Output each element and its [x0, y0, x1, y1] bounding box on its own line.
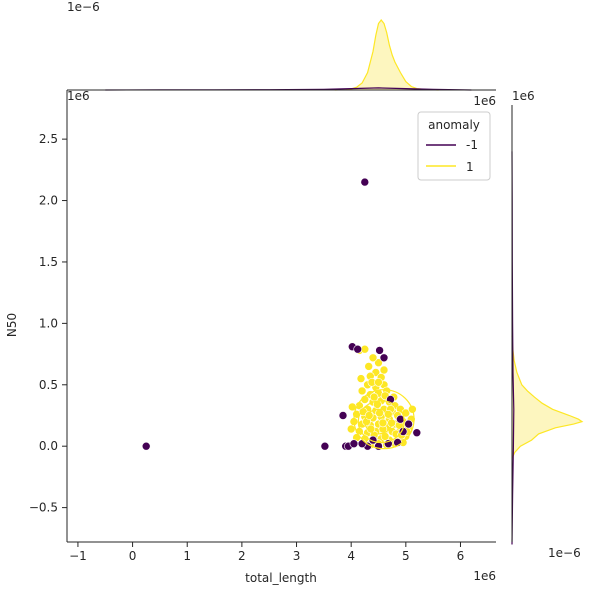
x-tick-label: 1 [183, 549, 191, 563]
scatter-point-anomaly [353, 344, 363, 354]
joint-axes: −1 0 1 2 3 4 5 6 −0.5 0.0 0.5 1.0 1.5 2.0 2.5 total_l… [5, 89, 496, 585]
scatter-point-normal [369, 392, 379, 402]
scatter-point-anomaly [349, 439, 359, 449]
scatter-point-anomaly [412, 428, 422, 438]
y-axis-label: N50 [5, 313, 19, 337]
scatter-point-anomaly [320, 441, 330, 451]
scatter-point-normal [364, 362, 374, 371]
top-marginal-offset-label: 1e−6 [67, 0, 100, 14]
kde-contour [357, 400, 405, 444]
top-marginal-fill [334, 20, 439, 90]
legend-box [417, 111, 491, 181]
x-tick-label: 6 [457, 549, 465, 563]
scatter-point-normal [378, 418, 388, 428]
legend-title: anomaly [428, 118, 480, 132]
y-tick-label: 1.0 [39, 316, 58, 330]
y-axis-offset-label: 1e6 [67, 89, 90, 103]
scatter-point-normal [374, 377, 383, 387]
legend-label-neg1: -1 [466, 138, 478, 152]
kde-contours [353, 389, 415, 450]
scatter-point-normal [374, 358, 383, 368]
top-right-offset-label: 1e6 [473, 94, 496, 108]
legend: anomaly -1 1 [417, 111, 491, 181]
scatter-point-normal [356, 374, 366, 383]
y-tick-label: 1.5 [39, 255, 58, 269]
x-axis-offset-label: 1e6 [473, 569, 496, 583]
scatter-point-normal [373, 400, 382, 409]
scatter-point-normal [346, 424, 356, 434]
y-tick-label: −0.5 [29, 501, 58, 515]
y-tick-label: 0.0 [39, 439, 58, 453]
scatter-point-normal [379, 365, 389, 375]
y-axis-ticks: −0.5 0.0 0.5 1.0 1.5 2.0 2.5 [29, 132, 67, 515]
right-marginal-fill [512, 335, 582, 459]
x-axis-ticks: −1 0 1 2 3 4 5 6 [69, 542, 464, 563]
scatter-point-anomaly [375, 346, 384, 355]
scatter-point-normal [368, 353, 378, 363]
top-marginal-density: 1e−6 [67, 0, 496, 91]
scatter-point-normal [357, 386, 367, 396]
right-marginal-offset-label: 1e−6 [548, 546, 581, 560]
scatter-point-anomaly [404, 419, 413, 429]
y-tick-label: 0.5 [39, 378, 58, 392]
scatter-point-anomaly [338, 411, 348, 420]
x-tick-label: 4 [347, 549, 355, 563]
x-tick-label: 2 [238, 549, 246, 563]
scatter-point-anomaly [379, 353, 389, 363]
y-tick-label: 2.5 [39, 132, 58, 146]
x-tick-label: 5 [402, 549, 410, 563]
x-axis-label: total_length [245, 571, 317, 585]
right-marginal-curve [511, 335, 584, 459]
x-tick-label: −1 [69, 549, 87, 563]
scatter-point-normal [364, 411, 374, 420]
scatter-point-anomaly [357, 439, 367, 449]
scatter-point-anomaly [141, 441, 151, 451]
right-marginal-y-offset-label: 1e6 [512, 89, 535, 103]
x-tick-label: 0 [129, 549, 137, 563]
top-marginal-curve [334, 19, 439, 91]
right-marginal-density: 1e−6 1e6 [511, 89, 584, 560]
y-tick-label: 2.0 [39, 194, 58, 208]
legend-label-pos1: 1 [466, 160, 474, 174]
scatter-point-anomaly [360, 177, 370, 187]
x-tick-label: 3 [293, 549, 301, 563]
kde-contour [364, 408, 393, 435]
kde-contour [353, 389, 415, 450]
